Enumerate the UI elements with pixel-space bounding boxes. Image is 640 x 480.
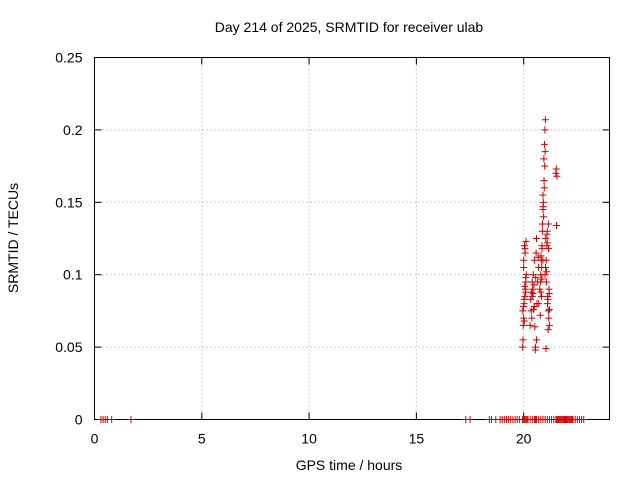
data-point (544, 307, 552, 315)
data-point (540, 177, 548, 185)
x-tick-label: 0 (91, 431, 99, 447)
x-tick-label: 10 (301, 431, 317, 447)
data-point (542, 263, 550, 271)
y-tick-label: 0 (75, 412, 83, 428)
data-point (520, 295, 528, 303)
data-point (545, 290, 553, 298)
data-point (535, 300, 543, 308)
x-tick-label: 20 (516, 431, 532, 447)
y-tick-label: 0.2 (63, 122, 83, 138)
y-tick-label: 0.05 (55, 339, 82, 355)
data-point (542, 256, 550, 264)
data-point (541, 148, 549, 156)
data-point (543, 268, 551, 276)
data-point (532, 274, 540, 282)
data-point (530, 305, 538, 313)
data-point (466, 416, 474, 423)
grid-lines (94, 57, 610, 420)
data-point (519, 307, 527, 315)
data-point (541, 116, 549, 124)
data-point (542, 278, 550, 286)
data-point (521, 282, 529, 290)
data-point (519, 336, 527, 344)
data-point (545, 321, 553, 329)
data-point (542, 345, 550, 353)
data-point (552, 165, 560, 173)
data-points (97, 116, 588, 423)
data-point (542, 235, 550, 242)
data-point (544, 326, 552, 334)
axis-ticks: 0 5 10 15 20 0 0.05 0.1 0.15 0.2 0.25 (55, 50, 610, 447)
data-point (528, 314, 536, 322)
data-point (541, 162, 549, 170)
data-point (538, 245, 546, 253)
data-point (531, 323, 539, 331)
y-tick-label: 0.15 (55, 194, 82, 210)
y-tick-label: 0.1 (63, 267, 83, 283)
data-point (539, 203, 547, 211)
x-axis-label: GPS time / hours (296, 457, 403, 473)
data-point (521, 245, 529, 253)
data-point (537, 288, 545, 296)
data-point (522, 237, 530, 245)
data-point (536, 278, 544, 286)
data-point (532, 249, 540, 257)
data-point (544, 295, 552, 303)
data-point (521, 292, 529, 300)
x-tick-label: 5 (198, 431, 206, 447)
data-point (520, 256, 528, 264)
x-tick-label: 15 (409, 431, 425, 447)
data-point (540, 213, 548, 221)
data-point (580, 416, 588, 423)
data-point (545, 305, 553, 313)
data-point (527, 295, 535, 303)
data-point (540, 184, 548, 192)
data-point (553, 172, 561, 180)
data-point (552, 221, 560, 229)
data-point (519, 321, 527, 329)
data-point (536, 285, 544, 293)
data-point (528, 292, 536, 300)
data-point (519, 303, 527, 311)
y-tick-label: 0.25 (55, 50, 82, 66)
y-axis-label: SRMTID / TECUs (5, 183, 21, 293)
data-point (545, 314, 553, 322)
data-point (533, 336, 541, 344)
data-point (539, 191, 547, 199)
data-point (540, 140, 548, 148)
data-point (543, 239, 551, 247)
data-point (531, 346, 539, 354)
data-point (541, 271, 549, 279)
data-point (541, 126, 549, 134)
data-point (544, 220, 552, 228)
data-point (527, 288, 535, 296)
data-point (530, 256, 538, 264)
data-point (537, 292, 545, 300)
data-point (520, 317, 528, 325)
data-point (526, 321, 534, 329)
chart-title: Day 214 of 2025, SRMTID for receiver ula… (215, 19, 484, 35)
data-point (528, 278, 536, 286)
data-point (533, 235, 541, 242)
data-point (543, 230, 551, 238)
data-point (520, 263, 528, 271)
data-point (127, 416, 135, 423)
data-point (522, 274, 530, 282)
data-point (545, 245, 553, 253)
data-point (538, 275, 546, 283)
data-point (530, 281, 538, 289)
plot-frame (94, 57, 610, 420)
data-point (537, 252, 545, 260)
data-point (540, 155, 548, 163)
data-point (529, 290, 537, 298)
data-point (108, 416, 116, 423)
data-point (530, 303, 538, 311)
data-point (536, 311, 544, 319)
data-point (519, 343, 527, 351)
data-point (520, 314, 528, 322)
